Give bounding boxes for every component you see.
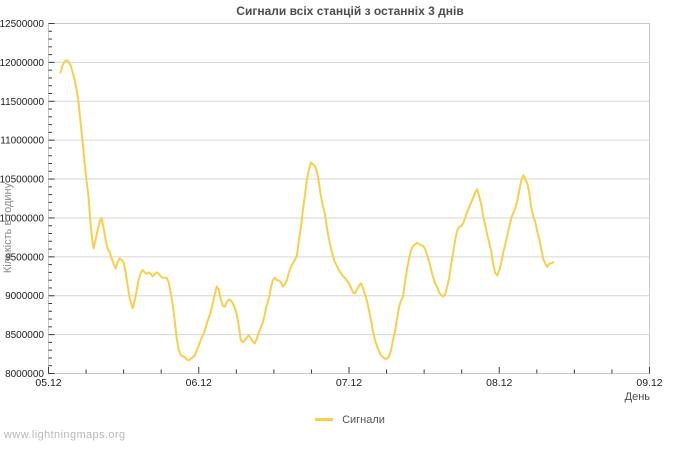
y-tick-label: 9500000 — [5, 252, 44, 263]
legend: Сигнали — [0, 412, 700, 426]
y-axis-title: Кількість в годину — [2, 182, 14, 274]
y-tick-label: 9000000 — [5, 291, 44, 302]
x-tick-label: 05.12 — [35, 377, 61, 389]
y-tick-label: 12500000 — [0, 19, 44, 30]
y-tick-label: 10500000 — [0, 175, 44, 186]
chart-title: Сигнали всіх станцій з останніх 3 днів — [236, 4, 464, 18]
plot-frame — [48, 23, 650, 374]
y-tick-label: 8500000 — [5, 330, 44, 341]
watermark: www.lightningmaps.org — [4, 429, 126, 441]
x-axis-title: День — [624, 391, 650, 403]
signals-series-line — [59, 59, 555, 362]
legend-line-swatch — [315, 418, 334, 421]
y-tick-label: 11500000 — [0, 97, 44, 108]
x-tick-label: 09.12 — [636, 377, 662, 389]
y-tick-label: 10000000 — [0, 213, 44, 224]
y-tick-label: 8000000 — [5, 369, 44, 380]
x-tick-label: 08.12 — [486, 377, 512, 389]
legend-label: Сигнали — [342, 413, 385, 426]
y-tick-label: 12000000 — [0, 58, 44, 69]
x-tick-label: 07.12 — [336, 377, 362, 389]
y-tick-label: 11000000 — [0, 136, 44, 147]
x-tick-label: 06.12 — [186, 377, 212, 389]
